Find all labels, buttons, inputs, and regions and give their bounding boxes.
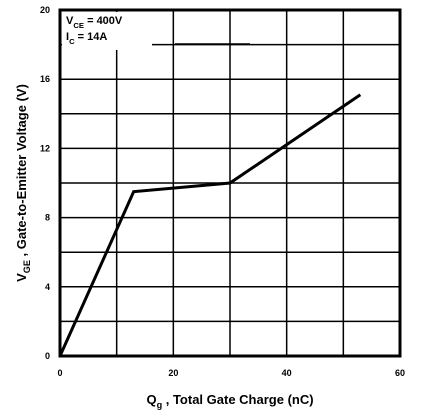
x-tick-label: 40 [282,368,292,378]
x-tick-label: 0 [57,368,62,378]
annotation-subscript: CE [73,21,84,30]
y-axis-label-subscript: GE [22,260,32,273]
x-tick-label: 20 [168,368,178,378]
annotation-background [62,12,152,50]
annotation: VCE = 400V [66,15,123,30]
x-axis-label: Qg , Total Gate Charge (nC) [146,392,313,410]
x-axis-label-symbol: Q [146,392,156,407]
y-axis-label-symbol: V [14,273,29,282]
annotation-text: = 14A [75,31,108,43]
y-axis-label-text: , Gate-to-Emitter Voltage (V) [14,84,29,260]
x-tick-label: 60 [395,368,405,378]
y-tick-label: 4 [45,282,50,292]
y-tick-label: 12 [40,143,50,153]
plot-frame [58,8,402,358]
y-tick-label: 8 [45,213,50,223]
data-line [58,93,362,357]
annotation-text: = 400V [84,15,123,27]
y-tick-label: 16 [40,74,50,84]
y-tick-label: 20 [40,5,50,15]
y-axis-label: VGE , Gate-to-Emitter Voltage (V) [14,84,32,282]
annotation: IC = 14A [66,31,107,46]
x-axis-label-subscript: g [157,400,163,410]
annotation-subscript: C [69,37,75,46]
annotation-symbol: I [66,31,69,43]
x-axis-label-text: , Total Gate Charge (nC) [162,392,313,407]
y-tick-label: 0 [45,351,50,361]
annotation-symbol: V [66,15,74,27]
